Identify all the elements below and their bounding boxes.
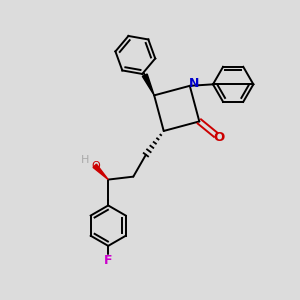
Text: O: O bbox=[92, 161, 100, 171]
Polygon shape bbox=[93, 164, 108, 180]
Polygon shape bbox=[142, 74, 154, 95]
Text: H: H bbox=[81, 155, 89, 165]
Text: N: N bbox=[188, 77, 199, 90]
Text: O: O bbox=[214, 131, 225, 144]
Text: F: F bbox=[104, 254, 112, 267]
